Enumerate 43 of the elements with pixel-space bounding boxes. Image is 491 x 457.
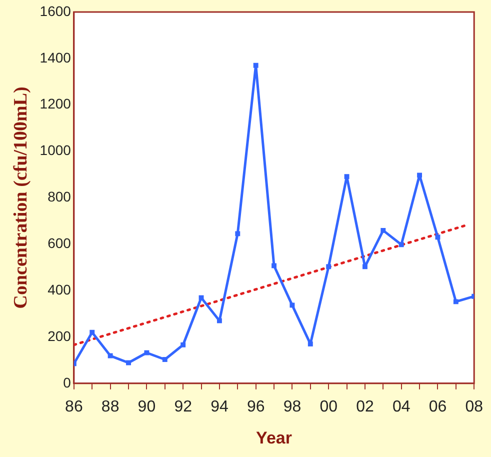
y-tick-label: 200 <box>48 328 72 344</box>
point <box>398 242 404 248</box>
y-axis-title: Concentration (cfu/100mL) <box>10 86 32 309</box>
point <box>90 330 95 335</box>
y-tick-label: 400 <box>48 281 72 298</box>
x-tick-label: 00 <box>320 398 338 416</box>
y-tick-label: 1200 <box>40 96 72 112</box>
x-tick-label: 94 <box>210 398 228 416</box>
x-tick-label: 86 <box>65 398 83 416</box>
y-tick-label: 1600 <box>40 2 72 19</box>
point <box>453 299 458 304</box>
point <box>308 341 313 346</box>
point <box>272 263 276 268</box>
point <box>344 174 350 180</box>
point <box>362 264 368 270</box>
point <box>108 353 113 358</box>
point <box>144 350 150 356</box>
point <box>326 264 332 270</box>
point <box>417 172 422 178</box>
y-tick-label: 800 <box>48 188 72 205</box>
point <box>235 231 240 236</box>
point <box>290 302 295 308</box>
point <box>380 228 386 233</box>
point <box>180 342 186 348</box>
point <box>162 357 168 362</box>
point <box>253 62 258 68</box>
y-tick-label: 600 <box>48 234 72 251</box>
x-tick-label: 98 <box>283 398 302 416</box>
x-tick-label: 96 <box>246 398 265 416</box>
x-tick-label: 90 <box>138 398 156 416</box>
x-tick-label: 92 <box>174 398 192 416</box>
x-tick-label: 04 <box>392 398 410 416</box>
x-tick-label: 02 <box>356 398 374 416</box>
y-tick-label: 1400 <box>40 49 72 66</box>
x-tick-label: 06 <box>428 398 447 416</box>
point <box>216 318 222 324</box>
x-tick-label: 08 <box>465 398 484 416</box>
x-axis-title: Year <box>256 428 292 448</box>
y-tick-label: 0 <box>63 374 72 390</box>
point <box>126 360 131 366</box>
y-tick-label: 1000 <box>40 142 72 158</box>
x-tick-label: 88 <box>101 398 120 416</box>
point <box>435 234 440 240</box>
